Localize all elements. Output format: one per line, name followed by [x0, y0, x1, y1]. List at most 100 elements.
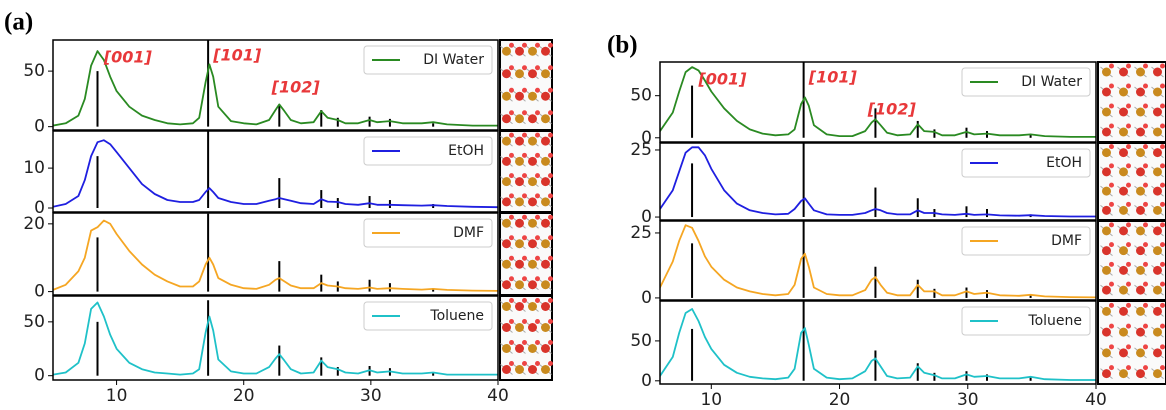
structure-atom: [1136, 108, 1145, 117]
y-tick-label: 0: [641, 371, 652, 391]
structure-atom: [1109, 64, 1114, 69]
structure-atom: [548, 319, 553, 324]
structure-atom: [528, 47, 537, 56]
structure-atom: [1109, 242, 1114, 247]
structure-atom: [1102, 307, 1111, 316]
structure-atom: [1160, 183, 1165, 188]
structure-atom: [1153, 286, 1162, 295]
structure-atom: [515, 344, 524, 353]
legend-label: DI Water: [1021, 74, 1082, 90]
structure-atom: [1160, 282, 1165, 287]
structure-atom: [522, 193, 527, 198]
structure-atom: [1143, 262, 1148, 267]
structure-atom: [1136, 348, 1145, 357]
structure-atom: [548, 215, 553, 220]
structure-atom: [1136, 266, 1145, 275]
structure-atom: [515, 260, 524, 269]
structure-atom: [1109, 163, 1114, 168]
structure-atom: [1143, 84, 1148, 89]
structure-atom: [548, 340, 553, 345]
structure-atom: [1143, 222, 1148, 227]
structure-atom: [1153, 307, 1162, 316]
structure-atom: [541, 219, 550, 228]
structure-atom: [1160, 222, 1165, 227]
structure-atom: [502, 69, 511, 78]
structure-atom: [535, 235, 540, 240]
legend-label: Toluene: [429, 308, 484, 324]
y-tick-label: 50: [23, 61, 45, 81]
structure-atom: [1153, 128, 1162, 137]
structure-atom: [1160, 262, 1165, 267]
structure-atom: [509, 88, 514, 93]
legend-label: DMF: [453, 225, 484, 241]
structure-atom: [535, 88, 540, 93]
structure-atom: [522, 110, 527, 115]
structure-atom: [1102, 266, 1111, 275]
structure-atom: [1160, 104, 1165, 109]
structure-atom: [528, 280, 537, 289]
structure-atom: [528, 69, 537, 78]
structure-atom: [1143, 365, 1148, 370]
panel-label: (a): [4, 9, 33, 36]
structure-atom: [1143, 202, 1148, 207]
structure-atom: [541, 302, 550, 311]
structure-atom: [541, 177, 550, 186]
structure-atom: [509, 361, 514, 366]
structure-atom: [1102, 167, 1111, 176]
structure-atom: [509, 110, 514, 115]
structure-atom: [522, 340, 527, 345]
structure-atom: [541, 137, 550, 146]
structure-atom: [548, 298, 553, 303]
structure-atom: [1109, 222, 1114, 227]
peak-annotation: [102]: [867, 100, 917, 119]
structure-atom: [1109, 124, 1114, 129]
structure-atom: [1160, 144, 1165, 149]
structure-atom: [1109, 202, 1114, 207]
structure-atom: [1119, 187, 1128, 196]
structure-atom: [535, 110, 540, 115]
structure-atom: [1126, 124, 1131, 129]
y-tick-label: 0: [34, 366, 45, 386]
structure-atom: [1136, 226, 1145, 235]
structure-atom: [1119, 167, 1128, 176]
structure-atom: [548, 43, 553, 48]
structure-atom: [535, 298, 540, 303]
structure-atom: [1136, 148, 1145, 157]
structure-atom: [548, 235, 553, 240]
structure-atom: [528, 260, 537, 269]
structure-atom: [541, 239, 550, 248]
structure-atom: [1119, 226, 1128, 235]
structure-atom: [528, 219, 537, 228]
structure-atom: [1153, 68, 1162, 77]
y-tick-label: 0: [34, 117, 45, 137]
y-tick-label: 0: [641, 288, 652, 308]
legend-label: Toluene: [1027, 313, 1082, 329]
structure-atom: [1109, 104, 1114, 109]
structure-atom: [1153, 88, 1162, 97]
structure-atom: [1153, 226, 1162, 235]
structure-atom: [528, 302, 537, 311]
structure-atom: [535, 276, 540, 281]
y-tick-label: 25: [630, 223, 652, 243]
structure-atom: [522, 361, 527, 366]
structure-atom: [509, 153, 514, 158]
structure-atom: [522, 235, 527, 240]
structure-atom: [528, 197, 537, 206]
structure-atom: [509, 276, 514, 281]
structure-atom: [1119, 88, 1128, 97]
structure-atom: [502, 47, 511, 56]
structure-atom: [509, 43, 514, 48]
peak-annotation: [101]: [808, 68, 858, 87]
structure-atom: [1109, 144, 1114, 149]
structure-atom: [1119, 307, 1128, 316]
x-tick-label: 10: [106, 386, 128, 406]
structure-atom: [502, 177, 511, 186]
structure-atom: [548, 361, 553, 366]
structure-atom: [502, 280, 511, 289]
structure-atom: [1153, 348, 1162, 357]
structure-atom: [522, 65, 527, 70]
structure-atom: [515, 69, 524, 78]
structure-atom: [515, 302, 524, 311]
structure-atom: [1126, 202, 1131, 207]
y-tick-label: 50: [630, 331, 652, 351]
